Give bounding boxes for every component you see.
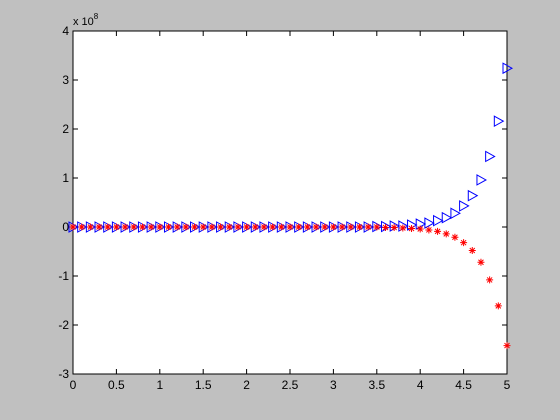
- asterisk-marker: [364, 223, 372, 231]
- asterisk-marker: [347, 223, 355, 231]
- y-tick-label: -2: [58, 318, 69, 332]
- asterisk-marker: [191, 223, 199, 231]
- asterisk-marker: [312, 223, 320, 231]
- asterisk-marker: [173, 223, 181, 231]
- triangle-marker: [476, 174, 487, 186]
- y-multiplier-base: x 10: [73, 16, 94, 28]
- asterisk-marker: [468, 247, 476, 255]
- asterisk-marker: [338, 223, 346, 231]
- asterisk-marker: [208, 223, 216, 231]
- asterisk-marker: [399, 224, 407, 232]
- asterisk-marker: [260, 223, 268, 231]
- asterisk-marker: [329, 223, 337, 231]
- x-tick-label: 0.5: [108, 378, 125, 392]
- asterisk-marker: [217, 223, 225, 231]
- x-tick-label: 4.5: [455, 378, 472, 392]
- asterisk-marker: [373, 223, 381, 231]
- asterisk-marker: [425, 226, 433, 234]
- asterisk-marker: [408, 224, 416, 232]
- triangle-marker: [485, 150, 496, 163]
- y-tick-label: -1: [58, 269, 69, 283]
- y-tick-label: 2: [62, 122, 69, 136]
- asterisk-marker: [434, 227, 442, 235]
- triangle-marker: [467, 189, 479, 202]
- plot-area: [72, 30, 508, 375]
- asterisk-marker: [130, 223, 138, 231]
- y-tick-label: 3: [62, 73, 69, 87]
- asterisk-marker: [78, 223, 86, 231]
- asterisk-marker: [295, 223, 303, 231]
- asterisk-marker: [477, 258, 485, 266]
- asterisk-marker: [503, 342, 511, 350]
- x-tick-label: 1: [156, 378, 163, 392]
- asterisk-marker: [104, 223, 112, 231]
- asterisk-marker: [486, 276, 494, 284]
- x-tick-label: 3: [330, 378, 337, 392]
- asterisk-marker: [460, 239, 468, 247]
- asterisk-marker: [277, 223, 285, 231]
- asterisk-marker: [147, 223, 155, 231]
- asterisk-marker: [234, 223, 242, 231]
- triangle-marker: [459, 200, 470, 212]
- x-tick-label: 5: [504, 378, 511, 392]
- asterisk-marker: [303, 223, 311, 231]
- asterisk-marker: [138, 223, 146, 231]
- asterisk-marker: [112, 223, 120, 231]
- triangle-marker: [424, 217, 435, 229]
- y-tick-label: 1: [62, 171, 69, 185]
- x-tick-label: 4: [417, 378, 424, 392]
- asterisk-marker: [251, 223, 259, 231]
- asterisk-marker: [451, 233, 459, 241]
- y-tick-label: -3: [58, 367, 69, 381]
- triangle-marker: [493, 115, 505, 128]
- asterisk-marker: [164, 223, 172, 231]
- y-multiplier: x 108: [73, 12, 99, 28]
- triangle-marker: [502, 62, 514, 75]
- asterisk-marker: [182, 223, 190, 231]
- asterisk-marker: [121, 223, 129, 231]
- asterisk-marker: [416, 225, 424, 233]
- asterisk-marker: [269, 223, 277, 231]
- y-tick-label: 0: [62, 220, 69, 234]
- y-multiplier-exponent: 8: [94, 12, 99, 21]
- asterisk-marker: [442, 230, 450, 238]
- asterisk-marker: [156, 223, 164, 231]
- asterisk-marker: [69, 223, 77, 231]
- triangle-marker: [450, 207, 461, 220]
- asterisk-marker: [225, 223, 233, 231]
- asterisk-marker: [86, 223, 94, 231]
- asterisk-marker: [199, 223, 207, 231]
- x-tick-label: 2: [243, 378, 250, 392]
- asterisk-marker: [494, 302, 502, 310]
- asterisk-marker: [321, 223, 329, 231]
- triangle-marker: [441, 211, 453, 224]
- asterisk-marker: [243, 223, 251, 231]
- x-tick-label: 2.5: [282, 378, 299, 392]
- asterisk-marker: [286, 223, 294, 231]
- asterisk-marker: [95, 223, 103, 231]
- x-tick-label: 1.5: [195, 378, 212, 392]
- asterisk-marker: [390, 223, 398, 231]
- y-tick-label: 4: [62, 24, 69, 38]
- triangle-marker: [433, 214, 444, 227]
- x-tick-label: 0: [70, 378, 77, 392]
- asterisk-marker: [381, 223, 389, 231]
- x-tick-label: 3.5: [368, 378, 385, 392]
- asterisk-marker: [355, 223, 363, 231]
